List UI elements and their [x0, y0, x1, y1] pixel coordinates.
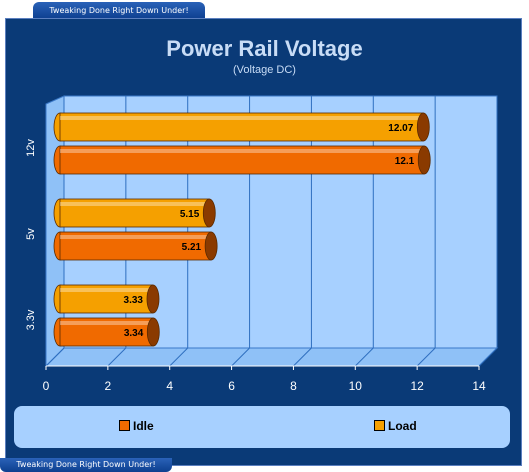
data-label: 3.34 — [124, 328, 144, 339]
bar-highlight — [60, 202, 210, 206]
gridline-floor — [45, 347, 65, 367]
category-label: 3.3v — [25, 309, 37, 330]
gridline-floor — [169, 347, 189, 367]
bar-cap-right — [204, 231, 218, 261]
bar — [59, 112, 424, 142]
legend-label-load: Load — [388, 419, 417, 433]
bars: 12.07 12.1 5.15 5.21 3.33 3.34 — [53, 112, 431, 347]
bar-highlight — [60, 116, 424, 120]
legend-swatch-load — [374, 420, 385, 431]
bar-cap-right — [417, 145, 431, 175]
bottom-banner-text: Tweaking Done Right Down Under! — [16, 460, 156, 469]
chart-title: Power Rail Voltage — [166, 36, 363, 61]
data-label: 3.33 — [124, 295, 144, 306]
gridline-floor — [107, 347, 127, 367]
bar-cap-right — [202, 198, 216, 228]
chart-subtitle: (Voltage DC) — [233, 64, 296, 76]
bar-highlight — [60, 149, 425, 153]
category-label: 5v — [25, 228, 37, 240]
legend: Idle Load — [14, 406, 510, 448]
bar-highlight — [60, 235, 212, 239]
x-tick-label: 2 — [105, 379, 112, 393]
x-tick-label: 10 — [349, 379, 363, 393]
data-label: 12.07 — [388, 123, 413, 134]
gridline-floor — [354, 347, 374, 367]
x-tick-label: 0 — [43, 379, 50, 393]
category-label: 12v — [25, 139, 37, 157]
x-tick-label: 6 — [228, 379, 235, 393]
data-label: 12.1 — [395, 156, 415, 167]
plot-floor — [44, 347, 499, 367]
bar — [59, 145, 425, 175]
site-banner-text: Tweaking Done Right Down Under! — [49, 6, 189, 15]
axes: 12v 5v 3.3v 0 2 4 6 8 10 12 14 — [25, 139, 486, 393]
site-banner-tab: Tweaking Done Right Down Under! — [33, 2, 205, 19]
data-label: 5.15 — [180, 209, 200, 220]
bar-cap-right — [146, 317, 160, 347]
legend-swatch-idle — [119, 420, 130, 431]
x-tick-label: 4 — [166, 379, 173, 393]
gridline-floor — [293, 347, 312, 367]
x-tick-label: 8 — [290, 379, 297, 393]
bar-highlight — [60, 288, 153, 292]
gridline-floor — [231, 347, 250, 367]
bar — [59, 231, 212, 261]
bar-cap-right — [146, 284, 160, 314]
gridline-floor — [416, 347, 436, 367]
bar-cap-right — [416, 112, 430, 142]
bar-highlight — [60, 321, 154, 325]
x-tick-label: 12 — [410, 379, 424, 393]
bar — [59, 198, 210, 228]
bottom-banner-tab: Tweaking Done Right Down Under! — [0, 458, 172, 472]
legend-label-idle: Idle — [133, 419, 154, 433]
x-tick-label: 14 — [472, 379, 486, 393]
gridline-floor — [478, 347, 498, 367]
legend-item-load: Load — [374, 419, 417, 433]
data-label: 5.21 — [182, 242, 202, 253]
bar — [59, 284, 154, 314]
legend-item-idle: Idle — [119, 419, 154, 433]
